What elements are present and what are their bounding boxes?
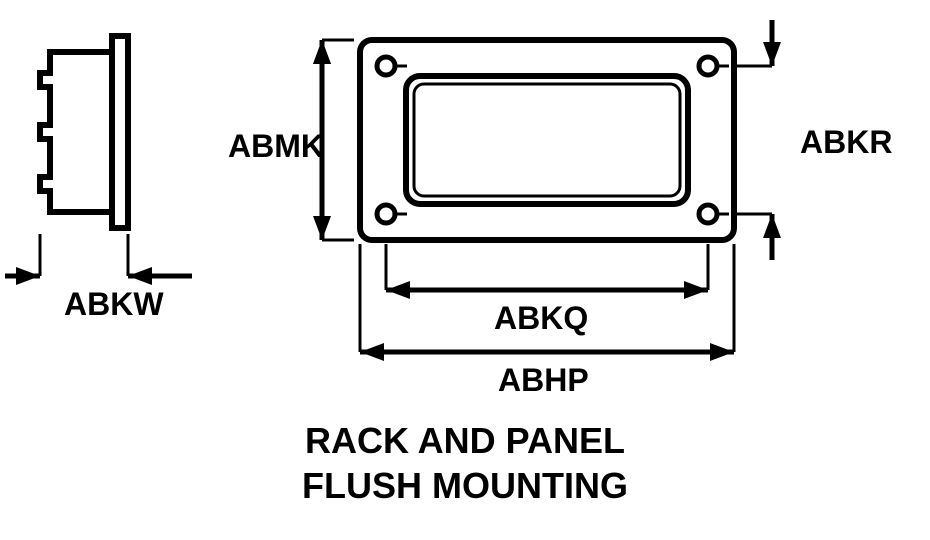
dim-label-abkr: ABKR <box>800 124 892 161</box>
dim-label-abkq: ABKQ <box>494 300 588 337</box>
dim-label-abkw: ABKW <box>64 286 164 323</box>
dim-label-abhp: ABHP <box>498 362 589 399</box>
dim-label-abmk: ABMK <box>228 128 324 165</box>
diagram-canvas: ABKW ABMK ABKR ABKQ ABHP RACK AND PANEL … <box>0 0 930 540</box>
diagram-title-line1: RACK AND PANEL <box>0 418 930 463</box>
diagram-title: RACK AND PANEL FLUSH MOUNTING <box>0 418 930 508</box>
diagram-title-line2: FLUSH MOUNTING <box>0 463 930 508</box>
